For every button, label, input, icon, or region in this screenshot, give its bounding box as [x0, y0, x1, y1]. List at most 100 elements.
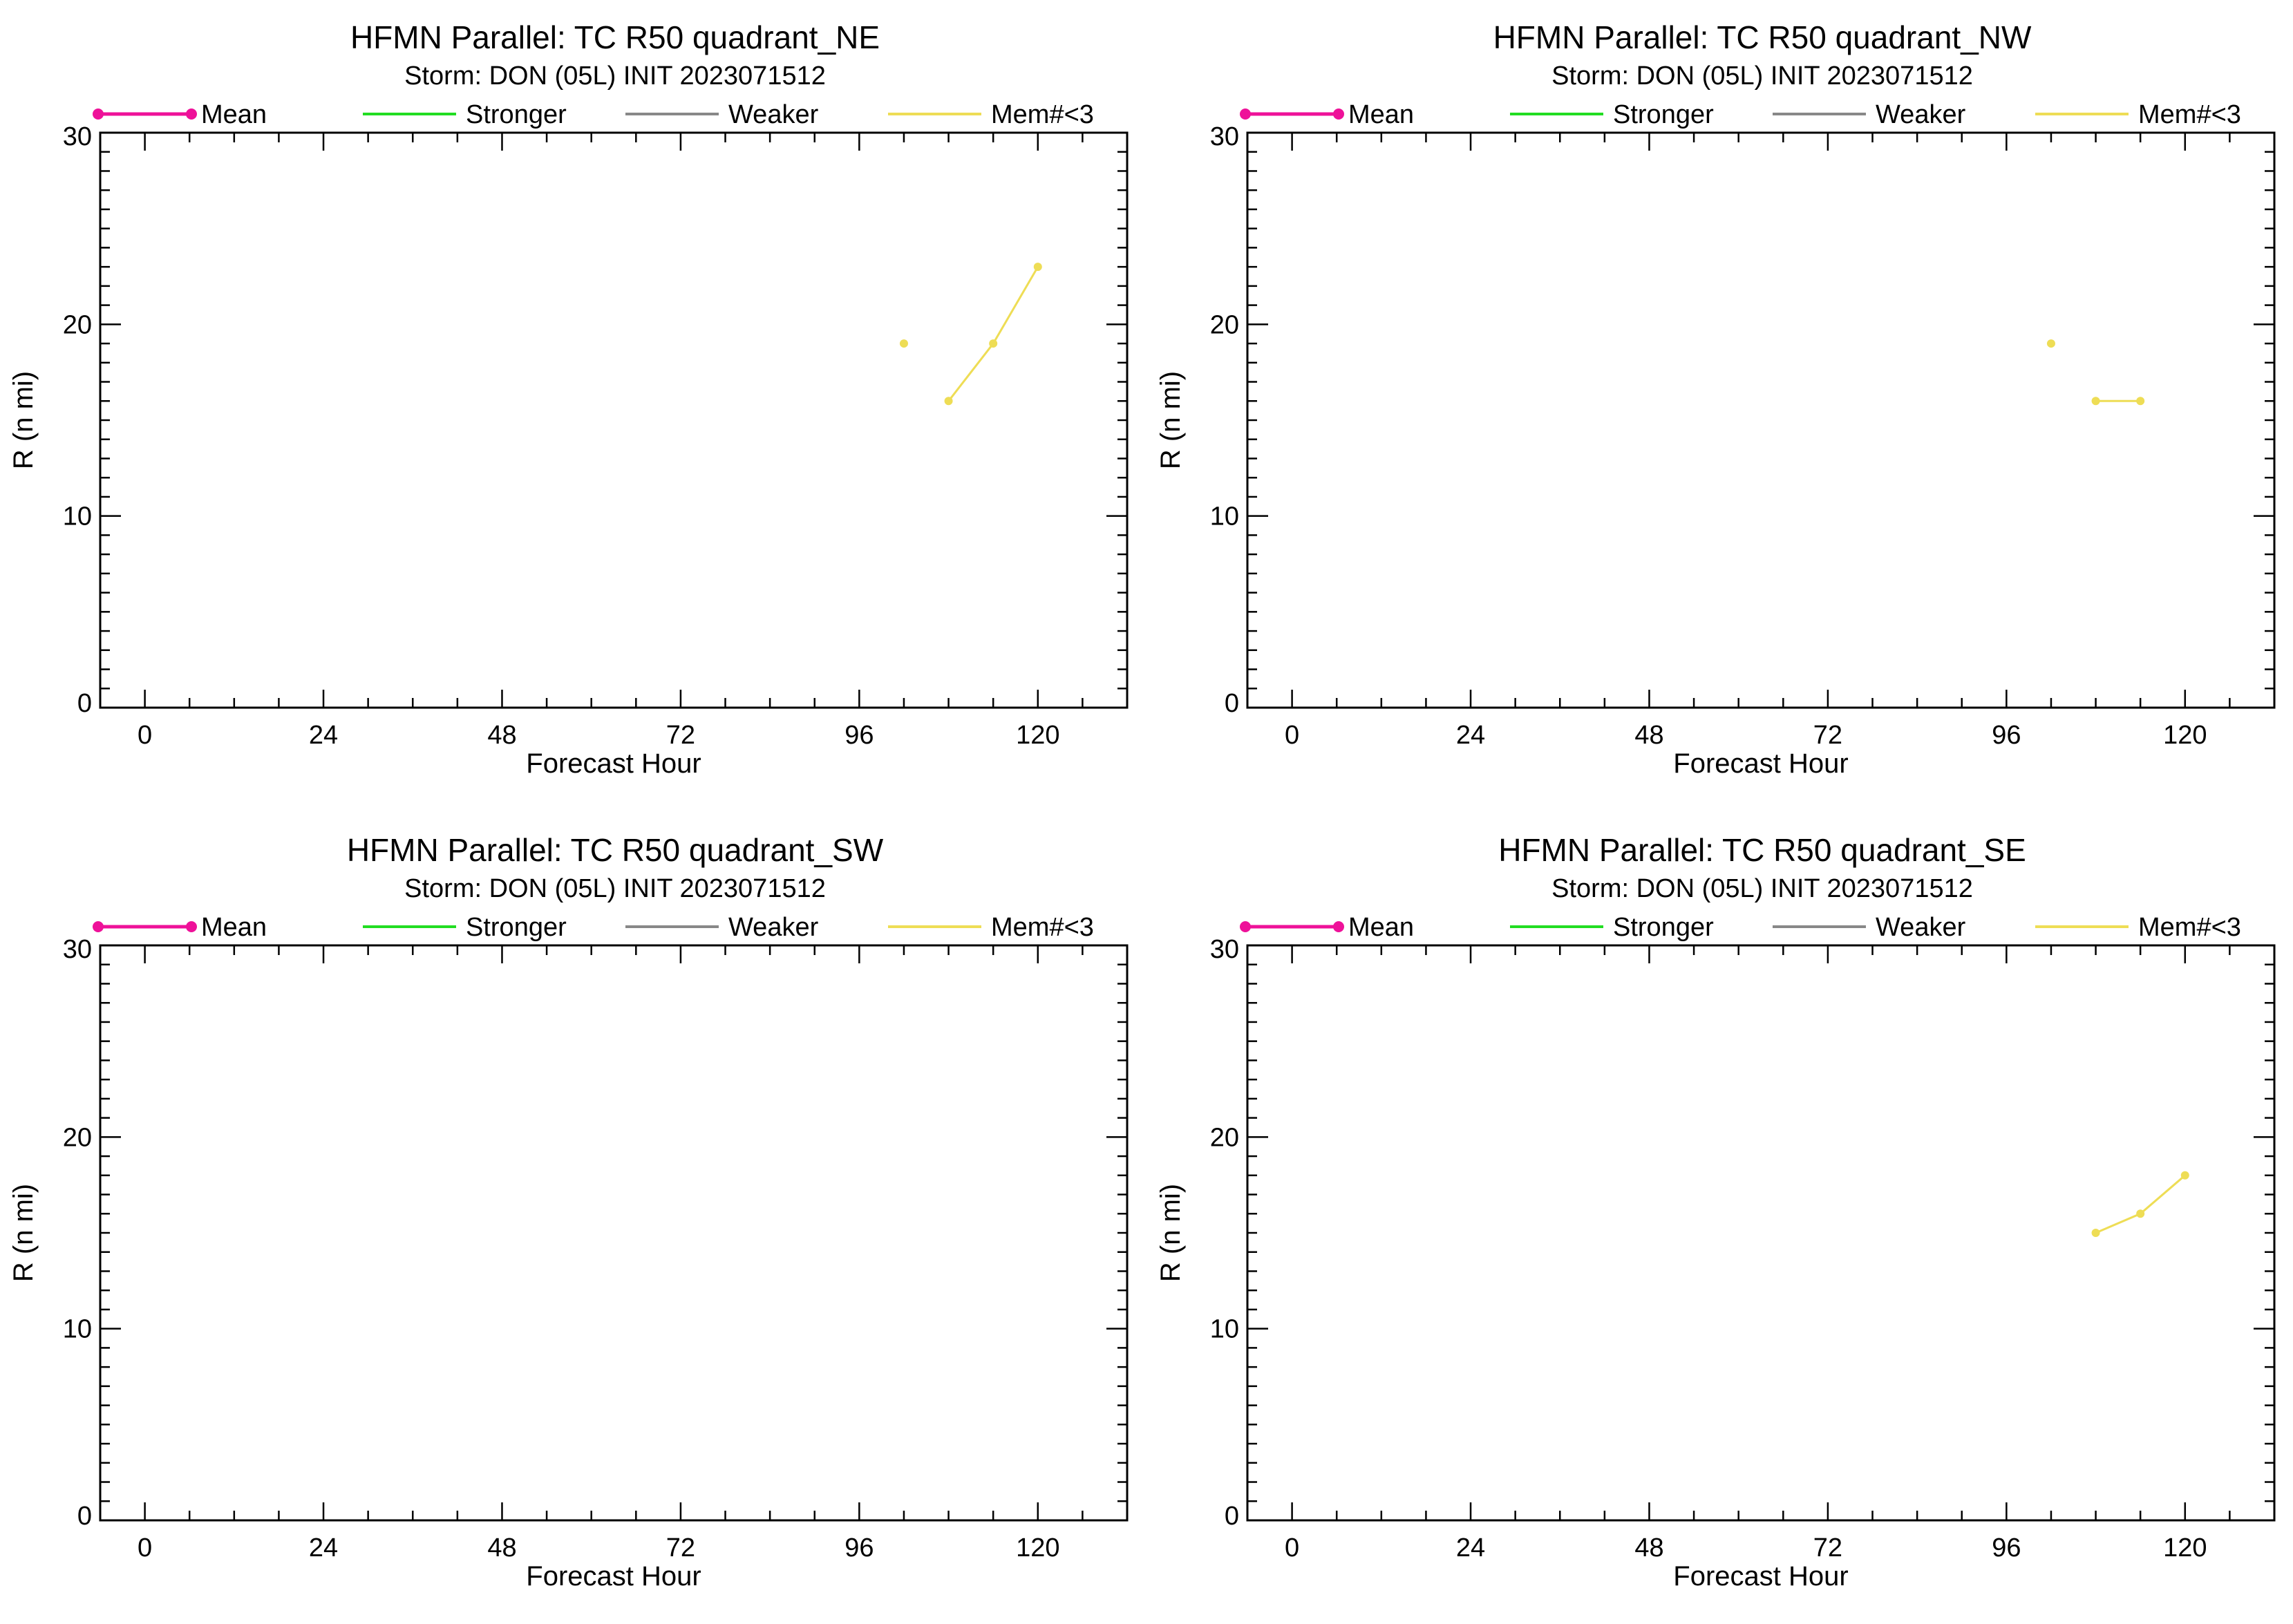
legend-label-weaker: Weaker	[1876, 100, 1966, 129]
y-tick-label: 0	[1225, 689, 1239, 718]
legend-marker-mean	[186, 108, 197, 120]
legend-label-stronger: Stronger	[1613, 913, 1714, 942]
series-line-mem	[947, 266, 1039, 402]
axis-ticks	[1247, 131, 2276, 709]
legend-label-weaker: Weaker	[1876, 913, 1966, 942]
y-axis-label: R (n mi)	[1155, 1184, 1186, 1282]
x-axis-label: Forecast Hour	[1673, 748, 1848, 779]
data-point-mem	[989, 339, 998, 348]
axis-ticks	[100, 131, 1129, 709]
x-tick-label: 0	[138, 1533, 152, 1562]
legend-label-mean: Mean	[1348, 913, 1414, 942]
chart-title: HFMN Parallel: TC R50 quadrant_NE	[350, 19, 880, 55]
x-tick-label: 120	[2163, 721, 2207, 750]
data-point-mem	[2091, 397, 2100, 406]
chart-subtitle: Storm: DON (05L) INIT 2023071512	[1551, 874, 1973, 903]
x-tick-label: 96	[844, 721, 874, 750]
x-tick-label: 48	[1634, 721, 1663, 750]
chart-panel-se: HFMN Parallel: TC R50 quadrant_SE Storm: …	[1155, 832, 2276, 1592]
legend-marker-mean	[1333, 921, 1344, 932]
data-point-mem	[2046, 339, 2055, 348]
legend-marker-mean	[186, 921, 197, 932]
y-tick-label: 20	[1210, 310, 1239, 339]
legend-label-mem: Mem#<3	[2138, 100, 2241, 129]
legend-label-weaker: Weaker	[728, 913, 819, 942]
x-tick-label: 72	[1813, 721, 1842, 750]
x-tick-label: 72	[666, 721, 695, 750]
x-tick-label: 120	[1016, 1533, 1059, 1562]
legend-marker-mean	[1240, 921, 1251, 932]
x-tick-label: 24	[309, 1533, 338, 1562]
y-tick-label: 30	[1210, 122, 1239, 151]
x-tick-label: 0	[1285, 721, 1299, 750]
y-tick-label: 20	[1210, 1123, 1239, 1152]
data-point-mem	[899, 339, 908, 348]
legend-marker-mean	[1240, 108, 1251, 120]
legend-label-mem: Mem#<3	[991, 100, 1094, 129]
legend-label-mean: Mean	[201, 100, 267, 129]
chart-subtitle: Storm: DON (05L) INIT 2023071512	[404, 62, 826, 91]
legend-marker-mean	[93, 921, 104, 932]
x-tick-label: 24	[309, 721, 338, 750]
chart-legend: Mean Stronger Weaker Mem#<3	[1240, 913, 2241, 942]
y-tick-label: 0	[77, 1502, 92, 1531]
series-mem	[2046, 339, 2145, 406]
chart-title: HFMN Parallel: TC R50 quadrant_SW	[347, 832, 884, 868]
data-point-mem	[944, 397, 953, 406]
legend-label-mem: Mem#<3	[2138, 913, 2241, 942]
y-tick-label: 10	[63, 502, 92, 531]
data-point-mem	[2180, 1171, 2189, 1180]
chart-panel-nw: HFMN Parallel: TC R50 quadrant_NW Storm: …	[1155, 19, 2276, 779]
legend-label-mem: Mem#<3	[991, 913, 1094, 942]
legend-label-mean: Mean	[1348, 100, 1414, 129]
plot-frame	[99, 131, 1129, 709]
legend-label-stronger: Stronger	[466, 100, 567, 129]
x-tick-label: 72	[1813, 1533, 1842, 1562]
axis-ticks	[1247, 944, 2276, 1522]
data-point-mem	[2136, 397, 2145, 406]
x-tick-label: 24	[1456, 1533, 1485, 1562]
plot-frame	[1246, 131, 2276, 709]
y-tick-label: 30	[1210, 935, 1239, 964]
chart-subtitle: Storm: DON (05L) INIT 2023071512	[1551, 62, 1973, 91]
y-tick-label: 30	[63, 122, 92, 151]
data-point-mem	[1033, 263, 1042, 272]
x-axis-label: Forecast Hour	[526, 1561, 701, 1592]
y-tick-label: 20	[63, 310, 92, 339]
x-tick-label: 48	[487, 1533, 516, 1562]
chart-panel-ne: HFMN Parallel: TC R50 quadrant_NE Storm: …	[8, 19, 1129, 779]
chart-legend: Mean Stronger Weaker Mem#<3	[1240, 100, 2241, 129]
x-tick-label: 48	[487, 721, 516, 750]
y-tick-label: 10	[1210, 1315, 1239, 1344]
series-line-mem	[2095, 1174, 2186, 1234]
x-tick-label: 120	[2163, 1533, 2207, 1562]
plot-frame	[99, 944, 1129, 1522]
axis-ticks	[100, 944, 1129, 1522]
x-tick-label: 96	[844, 1533, 874, 1562]
legend-label-stronger: Stronger	[1613, 100, 1714, 129]
chart-panel-sw: HFMN Parallel: TC R50 quadrant_SW Storm: …	[8, 832, 1129, 1592]
x-tick-label: 0	[138, 721, 152, 750]
y-axis-label: R (n mi)	[8, 371, 39, 469]
x-tick-label: 72	[666, 1533, 695, 1562]
series-mem	[899, 263, 1042, 406]
x-tick-label: 96	[1992, 1533, 2021, 1562]
plot-frame	[1246, 944, 2276, 1522]
y-tick-label: 0	[77, 689, 92, 718]
y-axis-label: R (n mi)	[8, 1184, 39, 1282]
chart-title: HFMN Parallel: TC R50 quadrant_NW	[1493, 19, 2032, 55]
legend-marker-mean	[93, 108, 104, 120]
legend-label-stronger: Stronger	[466, 913, 567, 942]
y-tick-label: 20	[63, 1123, 92, 1152]
y-tick-label: 30	[63, 935, 92, 964]
y-axis-label: R (n mi)	[1155, 371, 1186, 469]
chart-legend: Mean Stronger Weaker Mem#<3	[93, 100, 1094, 129]
x-axis-label: Forecast Hour	[526, 748, 701, 779]
chart-subtitle: Storm: DON (05L) INIT 2023071512	[404, 874, 826, 903]
x-tick-label: 0	[1285, 1533, 1299, 1562]
x-tick-label: 120	[1016, 721, 1059, 750]
x-tick-label: 24	[1456, 721, 1485, 750]
y-tick-label: 10	[63, 1315, 92, 1344]
x-tick-label: 48	[1634, 1533, 1663, 1562]
